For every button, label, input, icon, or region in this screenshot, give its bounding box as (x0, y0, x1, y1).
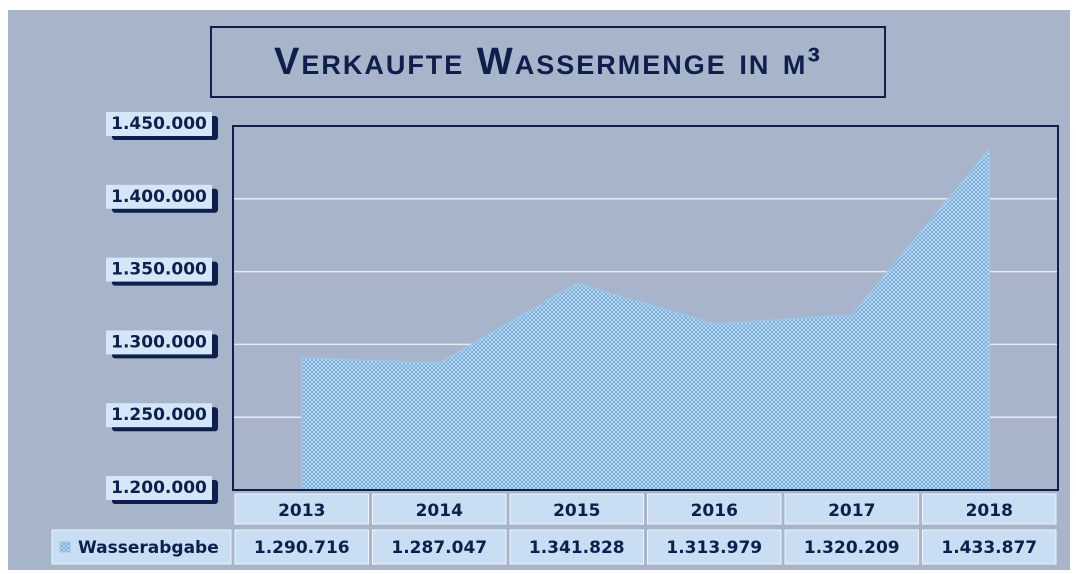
table-header-cell (234, 493, 369, 525)
legend-label: Wasserabgabe (78, 538, 219, 558)
x-tick-label: 2018 (966, 501, 1013, 521)
chart-title: Verkaufte Wassermenge in m³ (274, 41, 822, 83)
table-cell (372, 529, 507, 565)
y-tick-label: 1.350.000 (111, 260, 207, 280)
x-tick-label: 2014 (416, 501, 463, 521)
y-tick-box (106, 184, 212, 209)
plot-frame (232, 125, 1059, 491)
legend-cell (51, 529, 232, 565)
y-tick-box (106, 112, 212, 136)
table-cell (509, 529, 644, 565)
y-tick-label: 1.200.000 (111, 478, 207, 498)
data-label: 1.313.979 (666, 538, 762, 558)
table-header-cell (784, 493, 919, 525)
y-tick-label: 1.300.000 (111, 332, 207, 352)
data-label: 1.320.209 (804, 538, 900, 558)
y-tick-box (106, 403, 212, 428)
data-label: 1.433.877 (941, 538, 1037, 558)
y-tick-label: 1.400.000 (111, 187, 207, 207)
table-header-cell (509, 493, 644, 525)
table-header-cell (647, 493, 782, 525)
y-tick-label: 1.450.000 (111, 114, 207, 134)
x-tick-label: 2017 (828, 501, 875, 521)
y-tick-box (106, 476, 212, 500)
table-cell (647, 529, 782, 565)
data-label: 1.341.828 (529, 538, 625, 558)
y-tick-box (106, 330, 212, 355)
table-header-cell (372, 493, 507, 525)
table-header-cell (922, 493, 1057, 525)
table-cell (922, 529, 1057, 565)
table-cell (234, 529, 369, 565)
data-label: 1.287.047 (391, 538, 487, 558)
table-cell (784, 529, 919, 565)
y-tick-label: 1.250.000 (111, 405, 207, 425)
legend-swatch (59, 541, 71, 553)
x-tick-label: 2015 (553, 501, 600, 521)
title-box (210, 26, 886, 98)
area (301, 147, 990, 491)
y-tick-box (106, 257, 212, 282)
x-tick-label: 2013 (278, 501, 325, 521)
data-label: 1.290.716 (254, 538, 350, 558)
x-tick-label: 2016 (691, 501, 738, 521)
